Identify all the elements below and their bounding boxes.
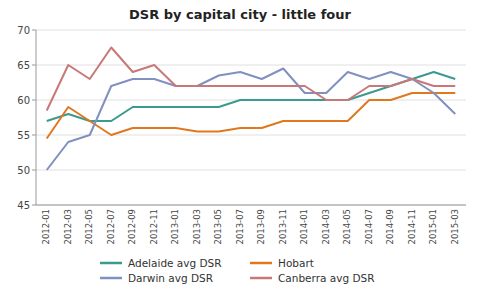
chart-container: DSR by capital city - little four 45 50 55 6… [0,0,480,289]
series-line [47,48,456,111]
x-axis [36,205,466,206]
legend-label: Hobart [278,257,314,269]
y-tick-label: 70 [17,25,30,36]
title: DSR by capital city - little four [129,7,351,22]
y-tick-label: 65 [17,60,30,71]
x-tick-label: 2012-09 [127,209,137,245]
y-tick-label: 60 [17,95,30,106]
chart-svg: DSR by capital city - little four 45 50 55 6… [0,0,480,289]
legend-swatch [100,277,122,280]
x-tick-label: 2015-01 [428,209,438,245]
x-tick-label: 2012-07 [106,209,116,245]
x-tick-label: 2013-11 [278,209,288,245]
grid-line [36,135,466,136]
y-tick-label: 50 [17,165,30,176]
y-axis [36,30,37,205]
x-tick-label: 2013-09 [256,209,266,245]
x-tick-label: 2014-07 [364,209,374,245]
legend-swatch [250,277,272,280]
legend-label: Darwin avg DSR [128,272,213,284]
y-tick [32,100,36,101]
y-tick [32,65,36,66]
x-tick-label: 2013-03 [192,209,202,245]
grid-line [36,30,466,31]
legend-label: Adelaide avg DSR [128,257,222,269]
lines [47,48,456,171]
y-grid [36,30,466,205]
y-tick [32,205,36,206]
x-tick-label: 2012-01 [41,209,51,245]
legend-label: Canberra avg DSR [278,272,374,284]
series-line [47,93,456,139]
x-tick-label: 2014-01 [299,209,309,245]
x-tick-label: 2013-01 [170,209,180,245]
x-tick-label: 2013-05 [213,209,223,245]
series-line [47,72,456,121]
y-tick-label: 45 [17,200,30,211]
legend-swatch [250,262,272,265]
grid-line [36,205,466,206]
x-tick-label: 2012-11 [149,209,159,245]
legend: Adelaide avg DSR Hobart Darwin avg DSR Canb… [100,257,374,284]
y-tick [32,170,36,171]
x-tick-label: 2014-11 [407,209,417,245]
x-tick-label: 2015-03 [450,209,460,245]
series-line [47,69,456,171]
x-tick-label: 2012-03 [63,209,73,245]
grid-line [36,170,466,171]
x-tick-label: 2012-05 [84,209,94,245]
x-tick-label: 2014-05 [342,209,352,245]
legend-swatch [100,262,122,265]
x-tick-label: 2014-03 [321,209,331,245]
y-tick [32,135,36,136]
y-tick [32,30,36,31]
x-tick-label: 2014-09 [385,209,395,245]
x-tick-label: 2013-07 [235,209,245,245]
y-tick-label: 55 [17,130,30,141]
